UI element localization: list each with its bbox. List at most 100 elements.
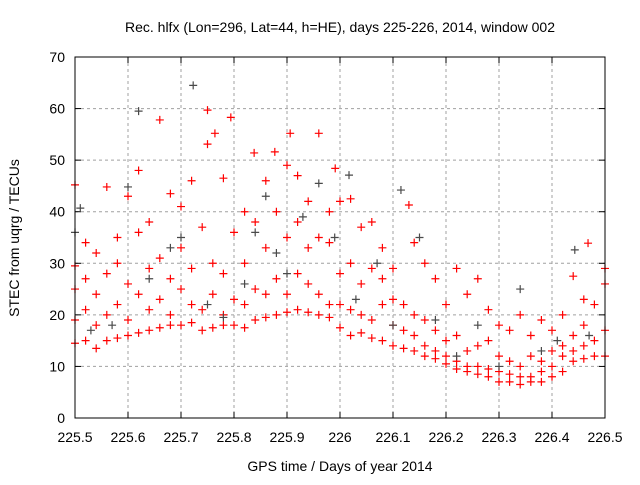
- data-point-red: [431, 274, 440, 283]
- y-tick-label: 70: [49, 49, 65, 65]
- data-point-red: [367, 316, 376, 325]
- data-point-red: [251, 218, 260, 227]
- data-point-red: [314, 290, 323, 299]
- data-point-red: [283, 233, 291, 242]
- data-point-red: [484, 305, 493, 314]
- data-point-red: [516, 372, 525, 381]
- data-point-red: [145, 305, 154, 314]
- data-point-red: [548, 372, 556, 381]
- data-point-red: [526, 372, 535, 381]
- data-point-red: [505, 377, 514, 386]
- data-point-red: [219, 269, 228, 278]
- data-point-red: [81, 238, 90, 247]
- data-point-red: [569, 272, 578, 281]
- x-tick-label: 226.1: [375, 429, 410, 445]
- grid: [75, 57, 605, 418]
- data-point-red: [420, 352, 429, 361]
- data-point-red: [166, 274, 175, 283]
- data-point-red: [420, 341, 429, 350]
- data-point-red: [473, 362, 482, 371]
- x-tick-label: 226.3: [481, 429, 516, 445]
- data-point-red: [505, 326, 514, 335]
- data-point-red: [145, 264, 154, 273]
- data-point-red: [346, 194, 355, 203]
- data-point-red: [226, 113, 235, 122]
- data-point-gray: [330, 233, 339, 242]
- data-point-gray: [177, 233, 185, 242]
- data-point-red: [272, 310, 281, 319]
- data-point-red: [516, 310, 525, 319]
- data-point-red: [325, 313, 334, 322]
- data-point-red: [81, 336, 90, 345]
- data-point-red: [569, 357, 578, 366]
- data-point-gray: [516, 285, 525, 294]
- data-point-red: [579, 341, 588, 350]
- data-point-red: [293, 305, 302, 314]
- data-point-red: [331, 164, 340, 173]
- data-point-red: [378, 274, 387, 283]
- data-point-gray: [351, 295, 360, 304]
- data-point-red: [230, 321, 238, 330]
- data-point-red: [452, 264, 461, 273]
- data-point-red: [155, 115, 164, 124]
- data-point-red: [584, 239, 593, 248]
- data-point-red: [155, 254, 164, 263]
- plot-frame: [74, 56, 606, 419]
- x-tick-label: 226.4: [534, 429, 569, 445]
- data-point-red: [357, 310, 366, 319]
- data-point-red: [431, 354, 440, 363]
- data-point-red: [261, 176, 270, 185]
- data-point-red: [92, 290, 101, 299]
- data-point-red: [219, 174, 228, 183]
- data-point-red: [516, 362, 525, 371]
- data-point-red: [325, 300, 334, 309]
- data-point-red: [283, 161, 291, 170]
- data-point-red: [410, 238, 419, 247]
- data-point-gray: [570, 245, 579, 254]
- data-point-red: [463, 362, 472, 371]
- data-point-red: [399, 344, 408, 353]
- data-point-gray: [272, 248, 281, 257]
- data-point-red: [357, 328, 366, 337]
- data-point-gray: [189, 81, 198, 90]
- data-point-gray: [452, 352, 461, 361]
- data-point-red: [367, 264, 376, 273]
- y-tick-label: 10: [49, 358, 65, 374]
- data-point-red: [346, 259, 355, 268]
- data-point-red: [505, 370, 514, 379]
- data-point-red: [526, 331, 535, 340]
- data-point-gray: [203, 300, 212, 309]
- data-point-red: [569, 346, 578, 355]
- data-point-red: [357, 223, 366, 232]
- data-point-red: [134, 166, 143, 175]
- data-point-red: [336, 300, 344, 309]
- data-point-red: [420, 259, 429, 268]
- data-point-red: [92, 344, 101, 353]
- data-point-red: [558, 310, 567, 319]
- data-point-red: [293, 269, 302, 278]
- data-point-red: [113, 300, 122, 309]
- data-point-red: [314, 310, 323, 319]
- data-point-gray: [108, 321, 117, 330]
- data-point-red: [187, 176, 196, 185]
- data-point-red: [590, 300, 599, 309]
- data-point-red: [240, 300, 249, 309]
- data-point-red: [251, 285, 260, 294]
- x-axis-label: GPS time / Days of year 2014: [247, 458, 432, 474]
- data-point-red: [484, 372, 493, 381]
- data-point-red: [177, 321, 185, 330]
- data-point-red: [272, 207, 281, 216]
- data-point-red: [155, 323, 164, 332]
- x-tick-label: 226.5: [587, 429, 622, 445]
- data-point-red: [590, 352, 599, 361]
- data-point-red: [473, 341, 482, 350]
- data-point-gray: [473, 321, 482, 330]
- data-point-gray: [396, 186, 405, 195]
- data-point-red: [124, 279, 132, 288]
- data-point-red: [579, 354, 588, 363]
- data-point-red: [579, 321, 588, 330]
- data-point-red: [250, 148, 259, 157]
- data-point-red: [177, 243, 185, 252]
- data-point-gray: [495, 362, 503, 371]
